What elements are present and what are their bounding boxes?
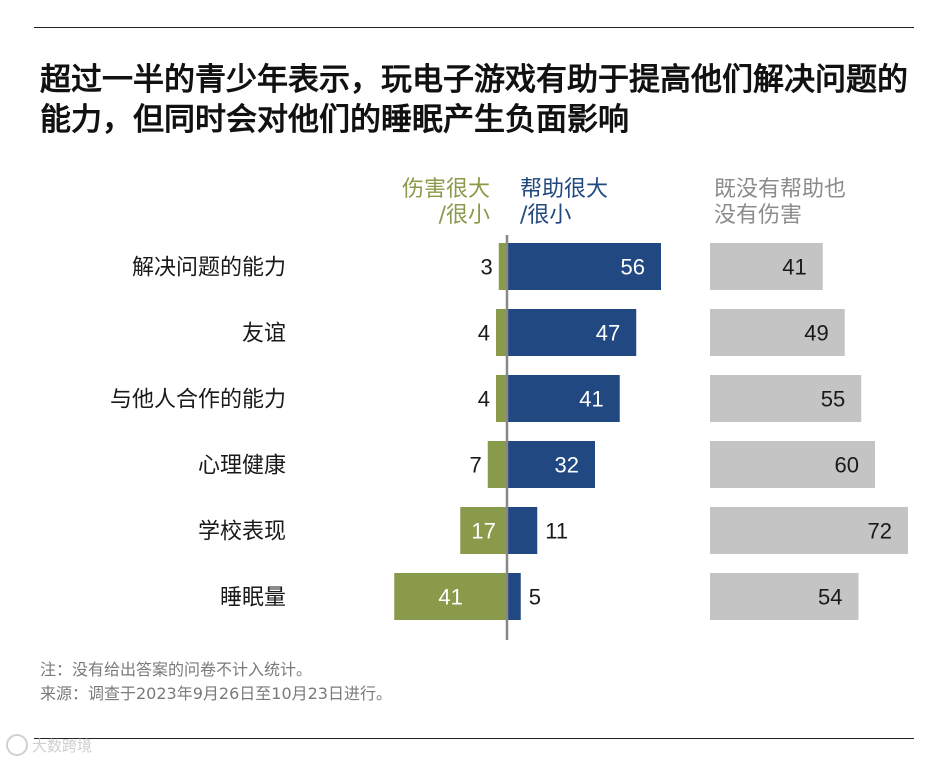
neither-bar: [710, 243, 823, 290]
neither-bar: [710, 375, 862, 422]
neither-value-label: 49: [804, 321, 828, 346]
neither-bar: [710, 507, 908, 554]
harm-bar: [394, 573, 507, 620]
harm-value-label: 17: [471, 519, 495, 544]
neither-header: 既没有帮助也 没有伤害: [714, 177, 846, 229]
help-bar: [507, 441, 595, 488]
help-value-label: 5: [529, 585, 541, 610]
help-header-line1: 帮助很大: [520, 177, 609, 202]
harm-value-label: 4: [478, 387, 490, 412]
category-label: 心理健康: [198, 454, 286, 479]
help-bar: [507, 375, 620, 422]
help-header-line2: /很小: [520, 203, 572, 228]
harm-bar: [496, 375, 507, 422]
harm-value-label: 7: [470, 453, 482, 478]
help-bar: [507, 507, 538, 554]
help-value-label: 11: [545, 519, 568, 544]
category-label: 与他人合作的能力: [110, 388, 286, 413]
help-value-label: 32: [555, 453, 579, 478]
harm-value-label: 3: [481, 255, 493, 280]
neither-header-line1: 既没有帮助也: [714, 177, 847, 202]
harm-bar: [496, 309, 507, 356]
neither-value-label: 60: [835, 453, 859, 478]
help-value-label: 47: [596, 321, 620, 346]
neither-header-line2: 没有伤害: [714, 203, 803, 228]
neither-value-label: 72: [868, 519, 892, 544]
chart-note: 注：没有给出答案的问卷不计入统计。: [40, 660, 313, 679]
help-bar: [507, 573, 521, 620]
harm-header-line1: 伤害很大: [401, 177, 490, 202]
chart-title: 超过一半的青少年表示，玩电子游戏有助于提高他们解决问题的能力，但同时会对他们的睡…: [40, 62, 908, 138]
category-label: 学校表现: [198, 520, 286, 545]
harm-header: 伤害很大 /很小: [402, 177, 490, 229]
harm-value-label: 4: [478, 321, 490, 346]
help-value-label: 41: [579, 387, 603, 412]
bottom-rule: [34, 738, 914, 739]
watermark-logo-icon: [6, 734, 28, 756]
harm-bar: [498, 243, 507, 290]
help-header: 帮助很大 /很小: [520, 177, 608, 229]
neither-value-label: 55: [821, 387, 845, 412]
top-rule: [34, 27, 914, 28]
category-label: 睡眠量: [220, 586, 286, 611]
category-label: 解决问题的能力: [132, 256, 286, 281]
harm-bar: [487, 441, 507, 488]
help-bar: [507, 309, 637, 356]
help-value-label: 56: [621, 255, 645, 280]
harm-header-line2: /很小: [438, 203, 490, 228]
watermark-text: 大数跨境: [32, 736, 93, 755]
neither-value-label: 41: [782, 255, 806, 280]
harm-value-label: 41: [438, 585, 462, 610]
help-bar: [507, 243, 661, 290]
chart-source: 来源：调查于2023年9月26日至10月23日进行。: [40, 684, 392, 703]
watermark: 大数跨境: [6, 734, 92, 756]
neither-bar: [710, 441, 875, 488]
neither-bar: [710, 573, 859, 620]
category-label: 友谊: [242, 322, 286, 347]
harm-bar: [460, 507, 507, 554]
neither-bar: [710, 309, 845, 356]
neither-value-label: 54: [818, 585, 842, 610]
